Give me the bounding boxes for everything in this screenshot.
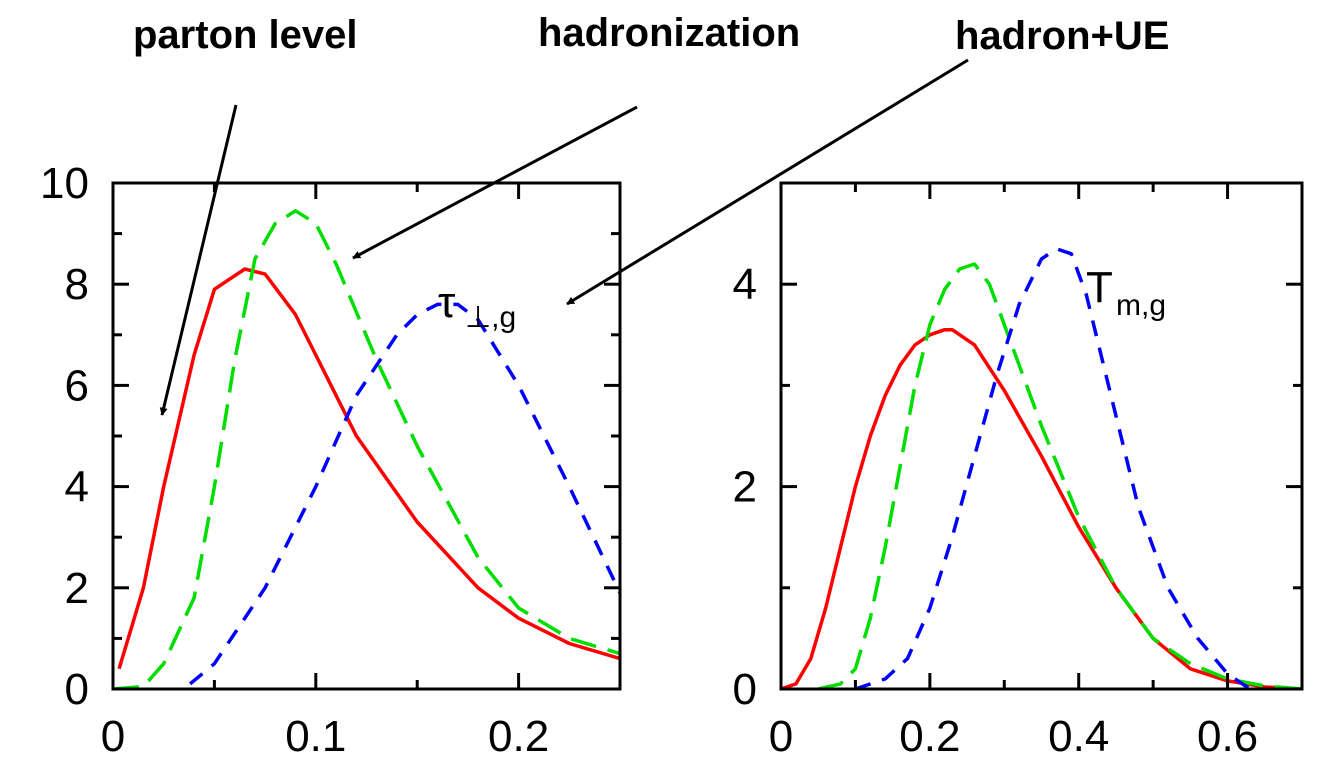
y-tick-label: 10 [40,159,89,208]
arrow-hadron-ue [566,58,969,306]
y-tick-label: 4 [733,260,757,309]
x-tick-label: 0.2 [488,712,549,761]
x-tick-label: 0.1 [285,712,346,761]
y-tick-label: 6 [65,361,89,410]
series-line-parton [781,327,1302,689]
x-tick-label: 0.4 [1048,712,1109,761]
y-tick-label: 0 [65,665,89,714]
axes-tau: 0 0.1 0.2 0 2 4 6 8 10 [40,159,622,761]
annotation-hadronization: hadronization [538,11,800,55]
axes-frame [779,181,1304,691]
series-line-hadron-ue [854,247,1251,689]
observable-subscript-tmg: m,g [1116,289,1166,322]
axes-frame [111,181,622,691]
y-tick-label: 0 [733,665,757,714]
observable-label-tau: τ [438,278,456,327]
plot-area-tmg [781,247,1302,689]
series-line-hadronization [113,209,620,689]
annotation-hadron-ue: hadron+UE [955,14,1169,58]
x-tick-label: 0 [769,712,793,761]
observable-label-tmg: T [1086,263,1113,312]
x-tick-label: 0.6 [1197,712,1258,761]
series-line-parton [117,267,620,670]
y-tick-label: 2 [733,463,757,512]
x-tick-label: 0.2 [899,712,960,761]
series-line-hadron-ue [188,302,620,686]
plot-area-tau [113,209,620,689]
x-tick-label: 0 [101,712,125,761]
y-tick-label: 2 [65,564,89,613]
observable-subscript-tau: ⊥,g [465,301,516,334]
y-tick-label: 8 [65,260,89,309]
annotation-parton-level: parton level [133,13,358,57]
chart-panel-tau: 0 0.1 0.2 0 2 4 6 8 10 τ ⊥,g [40,159,622,761]
series-line-hadronization [817,262,1302,689]
y-tick-label: 4 [65,463,89,512]
arrow-parton-level [159,104,238,416]
chart-panel-tmg: 0 0.2 0.4 0.6 0 2 4 T m,g [733,181,1304,761]
axes-tmg: 0 0.2 0.4 0.6 0 2 4 [733,181,1304,761]
